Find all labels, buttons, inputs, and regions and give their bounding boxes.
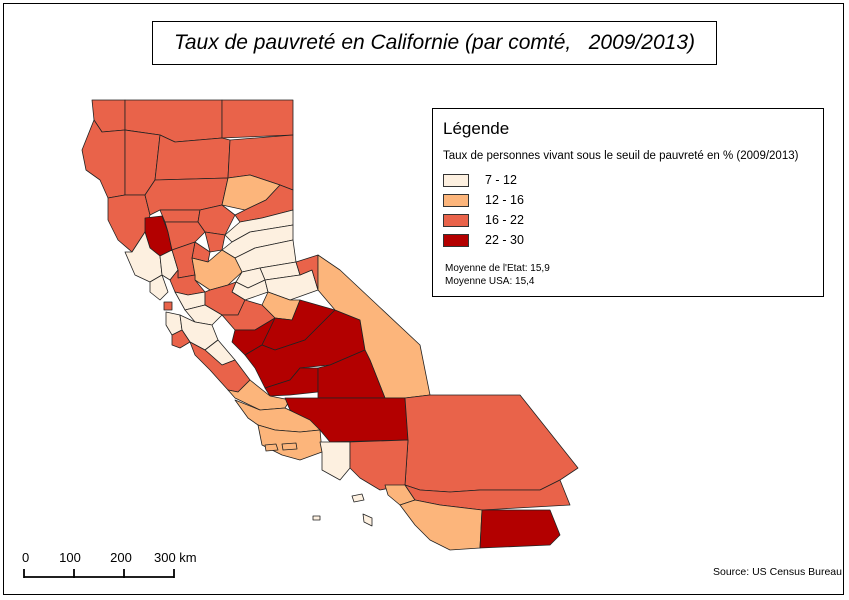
scale-line: [23, 569, 175, 578]
county-shasta: [154, 134, 231, 181]
scale-bar: 0 100 200 300 km: [22, 550, 197, 578]
legend-subtitle: Taux de personnes vivant sous le seuil d…: [443, 150, 799, 162]
scale-tick-100: 100: [59, 550, 81, 565]
legend-item-4: 22 - 30: [443, 233, 524, 247]
source-note: Source: US Census Bureau: [713, 566, 842, 578]
legend-swatch-2: [443, 193, 469, 207]
island-santa-cruz: [281, 442, 298, 451]
island-san-clemente: [362, 513, 373, 527]
county-humboldt: [81, 119, 126, 199]
scale-tick-200: 200: [110, 550, 132, 565]
county-san-bernardino: [404, 394, 579, 493]
state-average: Moyenne de l'Etat: 15,9: [445, 263, 550, 274]
legend: Légende Taux de personnes vivant sous le…: [432, 108, 824, 297]
county-mono: [295, 254, 319, 291]
county-los-angeles: [319, 441, 351, 481]
county-san-francisco: [163, 301, 173, 311]
legend-label-2: 12 - 16: [485, 193, 524, 207]
county-marin: [149, 274, 169, 301]
legend-item-1: 7 - 12: [443, 173, 517, 187]
map-title: Taux de pauvreté en Californie (par comt…: [173, 31, 696, 54]
legend-item-2: 12 - 16: [443, 193, 524, 207]
island-catalina: [351, 493, 365, 503]
usa-average: Moyenne USA: 15,4: [445, 276, 535, 287]
county-imperial: [479, 509, 561, 549]
scale-tick-300: 300 km: [154, 550, 197, 565]
legend-swatch-4: [443, 233, 469, 247]
county-glenn: [159, 209, 201, 223]
legend-swatch-3: [443, 213, 469, 227]
county-yuba: [204, 231, 226, 253]
legend-label-1: 7 - 12: [485, 173, 517, 187]
title-box: Taux de pauvreté en Californie (par comt…: [152, 21, 717, 65]
legend-title: Légende: [443, 119, 510, 138]
county-modoc: [221, 99, 294, 139]
map-frame: [3, 3, 844, 595]
legend-item-3: 16 - 22: [443, 213, 524, 227]
legend-label-3: 16 - 22: [485, 213, 524, 227]
county-riverside-west: [349, 439, 409, 491]
legend-label-4: 22 - 30: [485, 233, 524, 247]
legend-swatch-1: [443, 173, 469, 187]
scale-tick-0: 0: [22, 550, 29, 565]
county-alameda: [184, 304, 223, 326]
county-santa-cruz: [171, 329, 191, 349]
island-santa-rosa: [264, 443, 279, 452]
island-san-nicolas: [312, 515, 321, 521]
